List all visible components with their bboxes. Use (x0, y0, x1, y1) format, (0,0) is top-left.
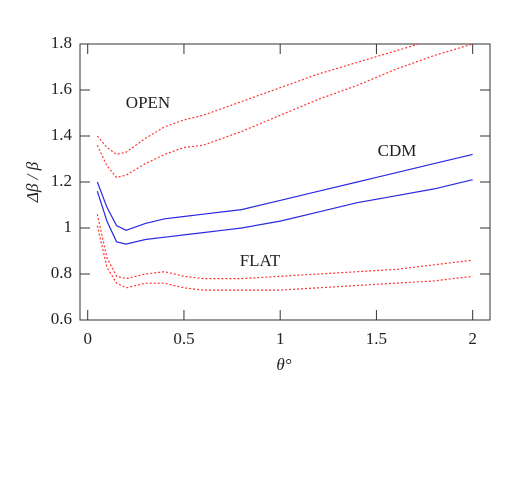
x-tick-label: 0 (83, 329, 92, 348)
y-tick-label: 0.8 (51, 263, 72, 282)
data-line (96, 44, 421, 156)
data-line (96, 225, 473, 291)
y-axis-label: Δβ / β (23, 161, 42, 203)
data-line (96, 153, 473, 231)
x-tick-label: 1 (276, 329, 285, 348)
y-tick-label: 1.6 (51, 79, 72, 98)
x-tick-label: 2 (468, 329, 477, 348)
annotation: OPEN (126, 93, 170, 112)
plot-frame (79, 43, 491, 321)
annotation: CDM (378, 141, 417, 160)
x-tick-label: 0.5 (173, 329, 194, 348)
annotation: FLAT (240, 251, 281, 270)
y-tick-label: 1.2 (51, 171, 72, 190)
y-tick-label: 1 (64, 217, 73, 236)
lines (96, 44, 473, 291)
data-line (96, 44, 473, 179)
y-tick-label: 1.8 (51, 33, 72, 52)
x-tick-label: 1.5 (366, 329, 387, 348)
data-line (96, 214, 473, 280)
y-tick-label: 0.6 (51, 309, 72, 328)
y-tick-label: 1.4 (51, 125, 73, 144)
x-axis-label: θ° (276, 355, 291, 374)
data-line (96, 179, 473, 245)
